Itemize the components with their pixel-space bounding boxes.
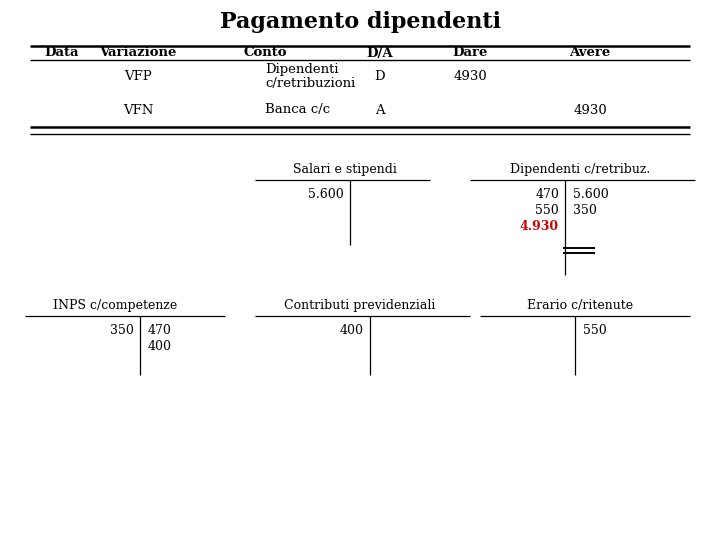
Text: 5.600: 5.600 — [308, 188, 344, 201]
Text: Erario c/ritenute: Erario c/ritenute — [527, 299, 633, 312]
Text: Dipendenti: Dipendenti — [265, 64, 338, 77]
Text: 4930: 4930 — [453, 71, 487, 84]
Text: 400: 400 — [340, 325, 364, 338]
Text: 350: 350 — [573, 205, 597, 218]
Text: Data: Data — [45, 46, 79, 59]
Text: Contributi previdenziali: Contributi previdenziali — [284, 299, 436, 312]
Text: Salari e stipendi: Salari e stipendi — [293, 164, 397, 177]
Text: D: D — [374, 71, 385, 84]
Text: 470: 470 — [148, 325, 172, 338]
Text: c/retribuzioni: c/retribuzioni — [265, 78, 355, 91]
Text: Banca c/c: Banca c/c — [265, 104, 330, 117]
Text: 550: 550 — [583, 325, 607, 338]
Text: 550: 550 — [535, 205, 559, 218]
Text: Variazione: Variazione — [99, 46, 176, 59]
Text: 4930: 4930 — [573, 104, 607, 117]
Text: Dare: Dare — [452, 46, 487, 59]
Text: 470: 470 — [535, 188, 559, 201]
Text: 4.930: 4.930 — [520, 220, 559, 233]
Text: D/A: D/A — [366, 46, 393, 59]
Text: INPS c/competenze: INPS c/competenze — [53, 299, 177, 312]
Text: Pagamento dipendenti: Pagamento dipendenti — [220, 11, 500, 33]
Text: A: A — [375, 104, 384, 117]
Text: Avere: Avere — [570, 46, 611, 59]
Text: VFN: VFN — [123, 104, 153, 117]
Text: VFP: VFP — [124, 71, 152, 84]
Text: 350: 350 — [110, 325, 134, 338]
Text: 400: 400 — [148, 341, 172, 354]
Text: Conto: Conto — [243, 46, 287, 59]
Text: Dipendenti c/retribuz.: Dipendenti c/retribuz. — [510, 164, 650, 177]
Text: 5.600: 5.600 — [573, 188, 608, 201]
